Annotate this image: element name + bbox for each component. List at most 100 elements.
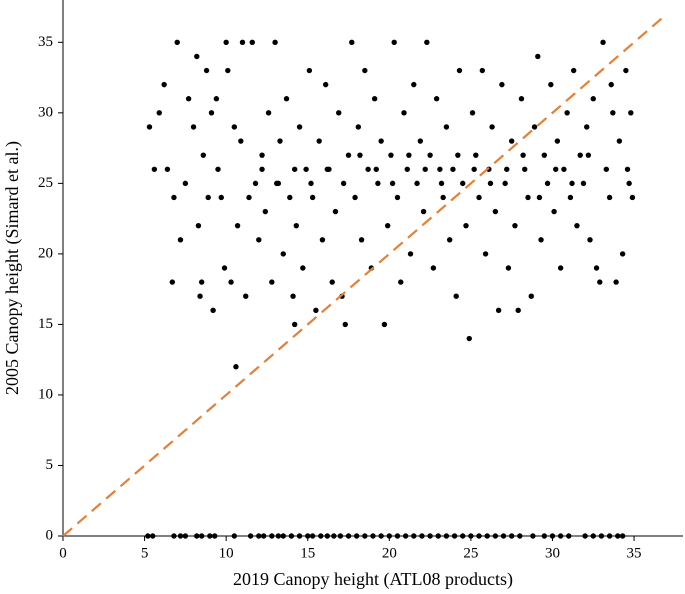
point (520, 152, 526, 158)
point (554, 138, 561, 144)
point (288, 533, 295, 539)
point (353, 533, 360, 539)
point (411, 81, 417, 88)
point (197, 293, 203, 299)
point (362, 533, 368, 539)
point (210, 307, 216, 314)
point (378, 533, 384, 539)
y-tick-label: 35 (38, 34, 53, 50)
point (213, 96, 220, 102)
point (340, 180, 347, 187)
point (386, 533, 393, 539)
point (433, 96, 440, 102)
point (564, 110, 570, 116)
point (557, 265, 564, 271)
point (574, 222, 580, 229)
point (275, 533, 282, 539)
point (460, 180, 466, 187)
point (218, 194, 224, 201)
point (438, 180, 445, 187)
point (443, 124, 450, 130)
point (375, 180, 381, 187)
point (252, 180, 259, 187)
point (370, 533, 376, 539)
point (200, 152, 207, 158)
point (247, 533, 254, 539)
point (391, 39, 397, 46)
point (198, 533, 205, 539)
point (398, 279, 404, 285)
point (249, 39, 255, 46)
point (629, 194, 636, 201)
point (371, 96, 378, 102)
point (504, 166, 510, 172)
point (296, 533, 303, 539)
point (499, 81, 505, 88)
point (233, 364, 239, 370)
point (318, 533, 324, 539)
point (460, 533, 466, 539)
point (598, 533, 605, 539)
point (517, 533, 523, 539)
x-axis-title: 2019 Canopy height (ATL08 products) (233, 569, 513, 590)
point (492, 533, 499, 539)
point (316, 138, 322, 144)
point (164, 166, 171, 172)
y-axis-title: 2005 Canopy height (Simard et al.) (2, 141, 23, 395)
point (290, 293, 296, 299)
point (243, 293, 249, 299)
point (402, 533, 409, 539)
point (407, 251, 414, 257)
point (349, 39, 355, 46)
y-tick-label: 20 (38, 245, 53, 261)
point (411, 533, 417, 539)
point (450, 166, 456, 172)
point (487, 180, 494, 187)
point (606, 533, 613, 539)
point (569, 180, 575, 187)
point (466, 335, 472, 342)
point (145, 533, 151, 539)
point (324, 166, 331, 172)
point (593, 265, 600, 271)
point (151, 166, 158, 172)
point (291, 321, 298, 328)
point (365, 166, 371, 172)
point (269, 279, 275, 285)
point (329, 279, 335, 285)
point (146, 124, 153, 130)
point (207, 533, 213, 539)
point (541, 152, 548, 158)
point (259, 152, 265, 158)
point (619, 533, 626, 539)
point (502, 180, 508, 187)
point (358, 237, 365, 243)
point (495, 307, 502, 314)
point (260, 533, 267, 539)
point (528, 293, 534, 299)
point (262, 208, 269, 215)
point (177, 533, 184, 539)
x-tick-label: 35 (627, 545, 642, 561)
point (623, 67, 629, 74)
point (582, 533, 588, 539)
point (171, 533, 177, 539)
x-tick-label: 5 (141, 545, 149, 561)
point (300, 265, 306, 271)
point (259, 166, 265, 172)
point (419, 533, 425, 539)
point (505, 265, 512, 271)
x-tick-label: 25 (463, 545, 478, 561)
point (309, 194, 316, 201)
point (492, 208, 499, 215)
point (357, 152, 363, 158)
point (331, 533, 337, 539)
point (463, 222, 469, 229)
point (198, 279, 205, 285)
point (362, 67, 368, 74)
point (484, 533, 490, 539)
point (194, 533, 200, 539)
point (608, 81, 614, 88)
